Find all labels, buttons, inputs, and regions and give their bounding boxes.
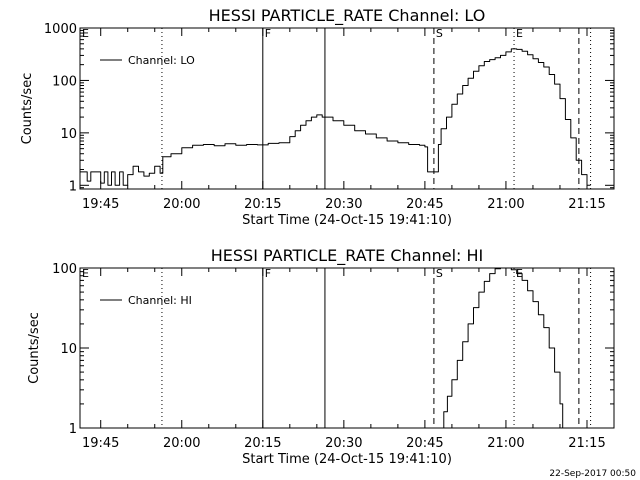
series-line bbox=[439, 267, 564, 429]
x-tick-label: 21:15 bbox=[568, 436, 605, 451]
x-tick-label: 20:15 bbox=[244, 197, 281, 212]
chart-title: HESSI PARTICLE_RATE Channel: LO bbox=[209, 6, 486, 26]
x-tick-label: 21:00 bbox=[487, 436, 524, 451]
chart-title: HESSI PARTICLE_RATE Channel: HI bbox=[211, 246, 484, 266]
event-marker-label: E bbox=[82, 27, 89, 40]
y-tick-label: 100 bbox=[52, 262, 77, 277]
event-marker-label: E bbox=[82, 267, 89, 280]
event-marker-label: F bbox=[265, 27, 271, 40]
x-tick-label: 20:00 bbox=[163, 197, 200, 212]
plot-frame bbox=[79, 267, 615, 429]
y-tick-label: 1 bbox=[69, 179, 77, 194]
timestamp-footer: 22-Sep-2017 00:50 bbox=[549, 469, 636, 479]
y-tick-label: 100 bbox=[52, 74, 77, 89]
y-tick-label: 10 bbox=[60, 127, 77, 142]
x-tick-label: 20:30 bbox=[325, 436, 362, 451]
x-tick-label: 19:45 bbox=[82, 197, 119, 212]
y-axis-label: Counts/sec bbox=[27, 312, 42, 384]
x-tick-label: 21:00 bbox=[487, 197, 524, 212]
x-tick-label: 20:00 bbox=[163, 436, 200, 451]
legend-label: Channel: LO bbox=[128, 54, 195, 67]
x-axis-label: Start Time (24-Oct-15 19:41:10) bbox=[242, 452, 452, 467]
y-tick-label: 10 bbox=[60, 342, 77, 357]
panel-hi: HESSI PARTICLE_RATE Channel: HI Counts/se… bbox=[27, 246, 615, 467]
x-axis-label: Start Time (24-Oct-15 19:41:10) bbox=[242, 213, 452, 228]
event-marker-label: F bbox=[265, 267, 271, 280]
x-tick-label: 21:15 bbox=[568, 197, 605, 212]
event-marker-label: E bbox=[516, 27, 523, 40]
event-marker-label: S bbox=[436, 267, 443, 280]
series-line bbox=[80, 48, 591, 186]
x-tick-label: 20:15 bbox=[244, 436, 281, 451]
event-marker-label: S bbox=[436, 27, 443, 40]
y-axis-label: Counts/sec bbox=[20, 73, 35, 145]
panel-lo: HESSI PARTICLE_RATE Channel: LO Counts/se… bbox=[20, 6, 615, 228]
y-tick-label: 1000 bbox=[44, 22, 77, 37]
x-tick-label: 19:45 bbox=[82, 436, 119, 451]
x-tick-label: 20:45 bbox=[406, 436, 443, 451]
plot-frame bbox=[79, 27, 615, 190]
legend-label: Channel: HI bbox=[128, 294, 192, 307]
x-tick-label: 20:45 bbox=[406, 197, 443, 212]
y-tick-label: 1 bbox=[69, 422, 77, 437]
x-tick-label: 20:30 bbox=[325, 197, 362, 212]
